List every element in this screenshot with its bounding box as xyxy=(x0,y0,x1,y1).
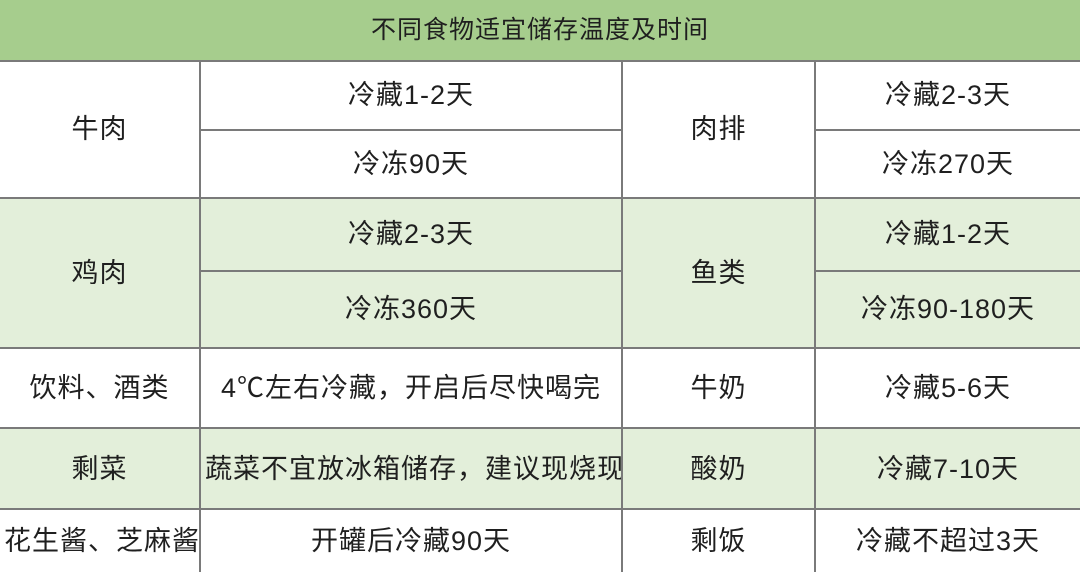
food-name-cell: 酸奶 xyxy=(621,427,816,511)
table-row: 鸡肉 冷藏2-3天 鱼类 冷藏1-2天 xyxy=(0,197,1080,349)
table-row: 花生酱、芝麻酱 开罐后冷藏90天 剩饭 冷藏不超过3天 xyxy=(0,508,1080,572)
storage-info-cell: 冷藏2-3天 xyxy=(813,59,1080,132)
table-row: 牛肉 冷藏1-2天 肉排 冷藏2-3天 xyxy=(0,59,1080,200)
food-name-cell: 剩菜 xyxy=(0,427,201,511)
food-name-cell: 饮料、酒类 xyxy=(0,346,201,430)
food-name-cell: 牛奶 xyxy=(621,346,816,430)
storage-info-cell: 冷藏不超过3天 xyxy=(813,508,1080,572)
storage-info-cell: 冷冻270天 xyxy=(813,129,1080,200)
storage-info-cell: 冷藏2-3天 xyxy=(199,197,623,272)
storage-info-cell: 冷藏1-2天 xyxy=(813,197,1080,272)
food-name-cell: 剩饭 xyxy=(621,508,816,572)
storage-info-cell: 冷藏1-2天 xyxy=(199,59,623,132)
food-name-cell: 肉排 xyxy=(621,59,816,200)
table-row: 剩菜 蔬菜不宜放冰箱储存，建议现烧现吃 酸奶 冷藏7-10天 xyxy=(0,427,1080,511)
storage-info-cell: 冷藏5-6天 xyxy=(813,346,1080,430)
table-row: 饮料、酒类 4℃左右冷藏，开启后尽快喝完 牛奶 冷藏5-6天 xyxy=(0,346,1080,430)
food-name-cell: 花生酱、芝麻酱 xyxy=(0,508,201,572)
food-name-cell: 牛肉 xyxy=(0,59,201,200)
food-name-cell: 鱼类 xyxy=(621,197,816,349)
storage-info-cell: 4℃左右冷藏，开启后尽快喝完 xyxy=(199,346,623,430)
storage-info-cell: 开罐后冷藏90天 xyxy=(199,508,623,572)
storage-info-cell: 冷冻90-180天 xyxy=(813,269,1080,349)
storage-info-cell: 冷冻90天 xyxy=(200,129,623,200)
storage-info-cell: 冷藏7-10天 xyxy=(813,427,1080,511)
table-row: 冷冻360天 冷冻90-180天 xyxy=(0,269,1080,349)
food-name-cell: 鸡肉 xyxy=(0,197,201,349)
storage-info-cell: 冷冻360天 xyxy=(200,269,623,349)
table-title: 不同食物适宜储存温度及时间 xyxy=(0,0,1080,62)
title-row: 不同食物适宜储存温度及时间 xyxy=(0,0,1080,62)
storage-info-cell: 蔬菜不宜放冰箱储存，建议现烧现吃 xyxy=(199,427,623,511)
table-row: 冷冻90天 冷冻270天 xyxy=(0,129,1080,200)
